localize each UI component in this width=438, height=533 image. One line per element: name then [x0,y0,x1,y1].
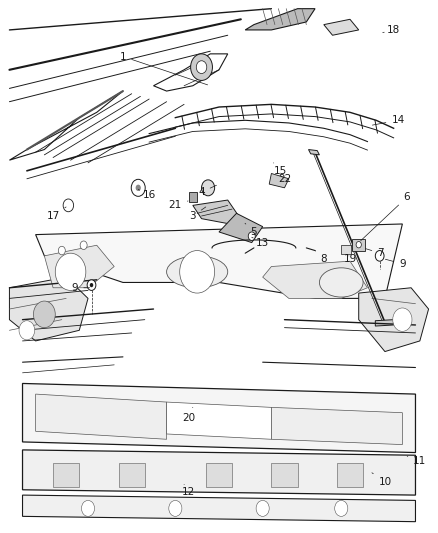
Polygon shape [153,54,228,91]
Text: 8: 8 [315,251,327,263]
Circle shape [201,180,215,196]
FancyBboxPatch shape [272,463,297,487]
Polygon shape [35,224,403,298]
Polygon shape [308,150,319,155]
Circle shape [58,246,65,255]
FancyBboxPatch shape [341,245,351,254]
Text: 5: 5 [245,223,257,237]
Text: 16: 16 [138,189,156,200]
Circle shape [180,251,215,293]
Polygon shape [22,450,416,495]
Polygon shape [35,394,166,439]
Text: 10: 10 [372,473,392,487]
Circle shape [131,179,145,196]
FancyBboxPatch shape [352,239,365,251]
Text: 9: 9 [71,283,90,293]
Circle shape [87,280,96,290]
Text: 18: 18 [383,25,400,35]
Polygon shape [324,19,359,35]
Circle shape [80,241,87,249]
Circle shape [33,301,55,328]
Circle shape [196,61,207,74]
FancyBboxPatch shape [206,463,232,487]
Ellipse shape [166,256,228,288]
Circle shape [55,253,86,290]
Polygon shape [272,407,403,445]
Text: 15: 15 [273,163,287,176]
Text: 19: 19 [343,254,357,263]
Polygon shape [359,288,428,352]
Text: 7: 7 [366,248,384,258]
Circle shape [90,283,93,287]
Text: 13: 13 [252,237,269,247]
Circle shape [191,54,212,80]
Text: 6: 6 [361,192,410,241]
Text: 17: 17 [46,207,66,221]
Polygon shape [10,91,123,160]
Circle shape [356,241,361,248]
Circle shape [248,232,255,240]
Polygon shape [219,213,263,243]
Circle shape [63,199,74,212]
Polygon shape [245,9,315,30]
Text: 20: 20 [182,407,195,423]
Text: 14: 14 [372,115,405,125]
FancyBboxPatch shape [337,463,363,487]
Text: 1: 1 [120,52,208,85]
Text: 9: 9 [385,259,406,269]
Text: 22: 22 [278,174,291,184]
Circle shape [169,500,182,516]
Polygon shape [166,402,272,439]
Text: 21: 21 [169,200,188,211]
Polygon shape [44,245,114,288]
Ellipse shape [319,268,363,297]
Circle shape [393,308,412,332]
Polygon shape [263,261,367,298]
Text: 11: 11 [407,456,427,465]
Polygon shape [22,495,416,522]
Text: 12: 12 [182,484,195,497]
FancyBboxPatch shape [53,463,79,487]
Circle shape [19,321,35,340]
Polygon shape [10,277,88,341]
Polygon shape [269,173,289,188]
Circle shape [335,500,348,516]
Text: 4: 4 [198,185,216,197]
Polygon shape [193,200,239,224]
Circle shape [375,251,384,261]
Text: 3: 3 [190,207,206,221]
Polygon shape [375,320,394,326]
FancyBboxPatch shape [119,463,145,487]
FancyBboxPatch shape [189,192,197,201]
Circle shape [81,500,95,516]
Polygon shape [22,383,416,453]
Circle shape [136,184,141,191]
Circle shape [256,500,269,516]
